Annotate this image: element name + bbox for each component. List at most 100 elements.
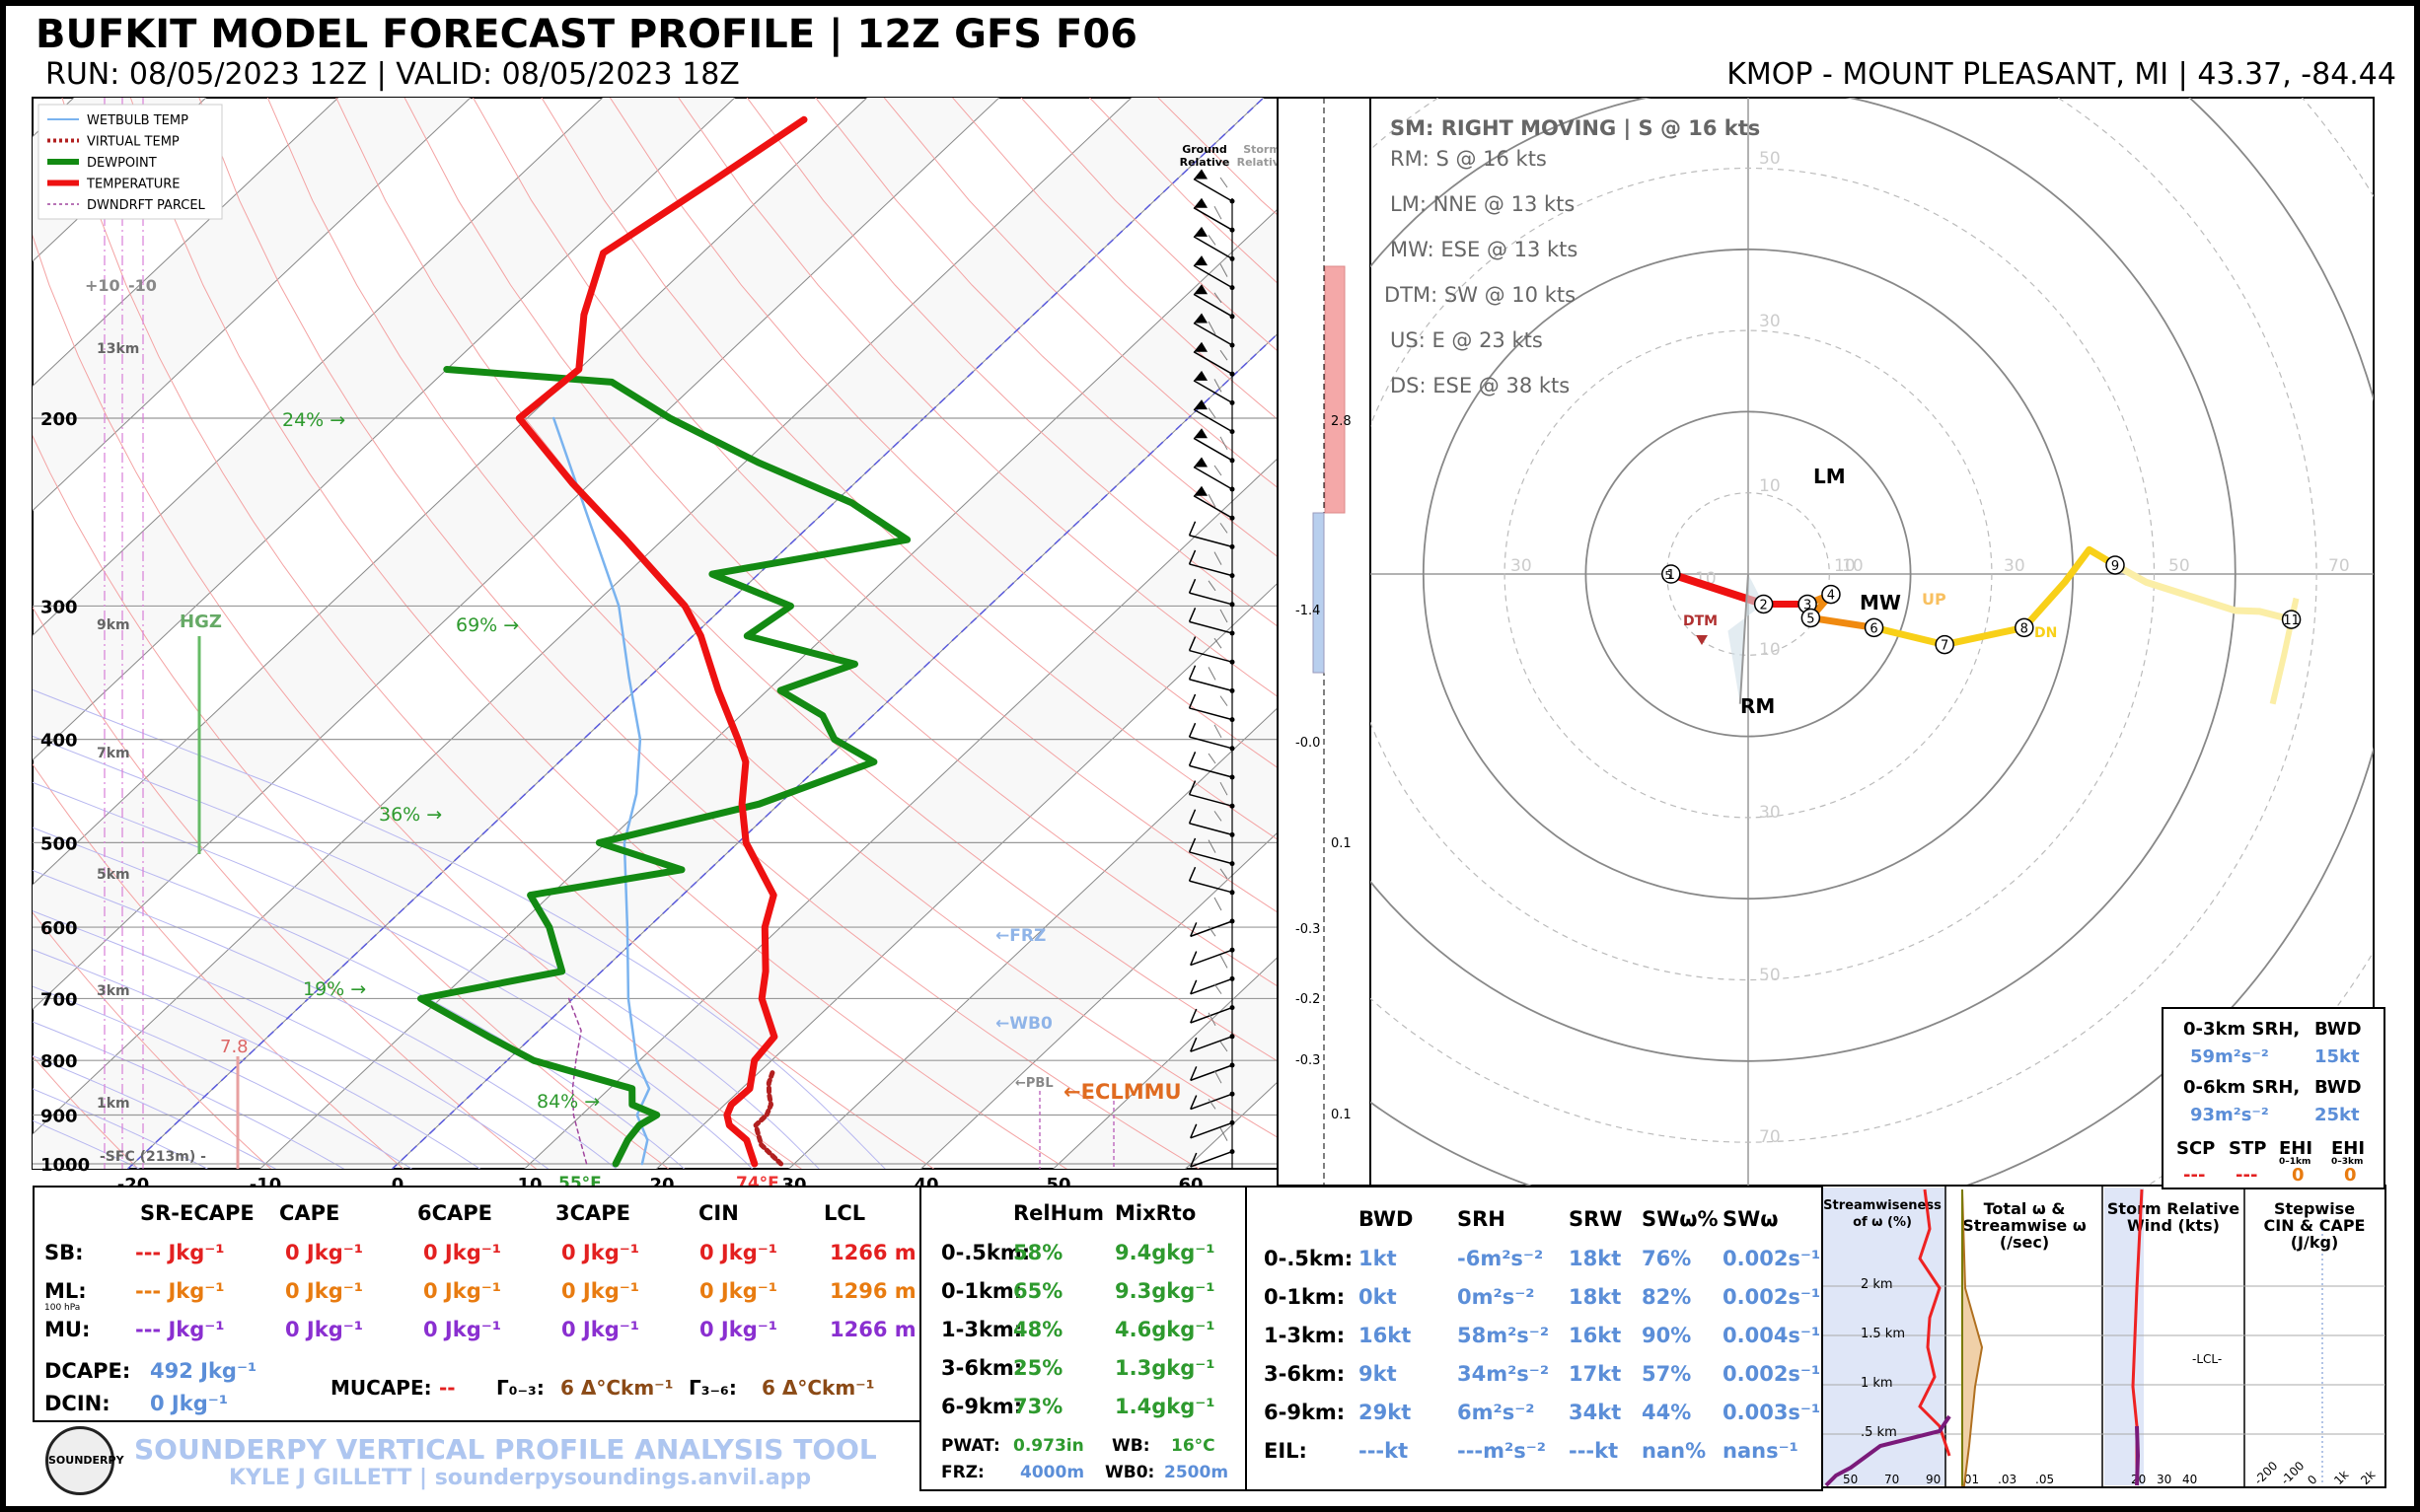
ground-relative-label: Relative (1180, 156, 1230, 169)
kin-value: ---kt (1569, 1439, 1619, 1463)
lapse-value: 7.8 (220, 1037, 249, 1057)
moist-mr: 9.4gkg⁻¹ (1115, 1241, 1215, 1264)
sw-purple-line (1824, 1414, 1951, 1487)
zero-isotherm (391, 322, 1289, 1169)
hodo-point-label: 5 (1806, 612, 1814, 626)
hodo-axis-label: 30 (1759, 312, 1781, 331)
hodo-axis-label: 50 (1759, 966, 1781, 985)
hodo-point-label: 8 (2020, 621, 2028, 636)
hodo-ring (1370, 168, 2155, 980)
sw-xtick: 90 (1926, 1473, 1941, 1486)
dry-adiabat (61, 98, 935, 1169)
kin-value: ---kt (1358, 1439, 1409, 1463)
pressure-tick: 400 (40, 731, 78, 752)
barb-flag (1194, 284, 1209, 295)
moist-label: 0-.5km: (941, 1241, 1031, 1264)
legend-entry: VIRTUAL TEMP (87, 135, 180, 150)
dry-adiabat (266, 98, 1289, 1145)
pressure-tick: 900 (40, 1107, 78, 1127)
barb-staff (1193, 293, 1233, 318)
kin-value: 58m²s⁻² (1457, 1324, 1550, 1347)
dry-adiabat (33, 911, 272, 1169)
barb-staff (1189, 880, 1233, 894)
moist-mr: 1.4gkg⁻¹ (1115, 1395, 1215, 1418)
hgz-label: HGZ (180, 612, 222, 632)
dry-adiabat (198, 98, 1201, 1169)
isotherm (33, 98, 339, 388)
omega-label: -0.2 (1295, 992, 1320, 1007)
srh-03-value: 59m²s⁻² (2190, 1046, 2269, 1067)
frz-marker: ←FRZ (995, 926, 1046, 946)
wb0-marker: ←WB0 (995, 1014, 1053, 1034)
omega-label: 0.1 (1331, 1108, 1352, 1122)
barb-feather (1188, 549, 1197, 565)
hodo-point-label: 7 (1941, 639, 1948, 654)
legend-entry: DEWPOINT (87, 156, 157, 171)
height-label: 7km (97, 746, 130, 761)
isotherm-band (33, 98, 1264, 1169)
moist-label: 3-6km: (941, 1356, 1023, 1380)
hodo-point-label: 6 (1870, 621, 1877, 636)
hodo-axis-label: 30 (2004, 556, 2025, 576)
height-label: 3km (97, 983, 130, 999)
dry-adiabat (33, 606, 538, 1169)
sw-xtick: .05 (2035, 1473, 2054, 1486)
barb-staff (1189, 851, 1233, 865)
parcel-label: SB: (44, 1241, 84, 1264)
sw-panel-title: (/sec) (2000, 1233, 2049, 1252)
parcel-value: 0 Jkg⁻¹ (561, 1318, 640, 1341)
dcin-value: 0 Jkg⁻¹ (150, 1392, 229, 1415)
dry-adiabat (33, 762, 404, 1169)
sw-xtick: 70 (1884, 1473, 1899, 1486)
barb-staff (1193, 495, 1233, 519)
moist-mr: 1.3gkg⁻¹ (1115, 1356, 1215, 1380)
sw-panel-title: Total ω & (1984, 1199, 2066, 1218)
hodo-point-label: 11 (2283, 613, 2300, 628)
lapse-36-value: 6 Δ°Ckm⁻¹ (762, 1376, 875, 1400)
hodo-point (2105, 555, 2125, 575)
barb-staff (1193, 351, 1233, 375)
moist-rh: 73% (1013, 1395, 1063, 1418)
pressure-tick: 800 (40, 1051, 78, 1072)
downdraft-parcel-line (567, 997, 588, 1165)
dry-adiabat (33, 234, 802, 1169)
barb-shadow (1208, 235, 1216, 246)
height-label: 1km (97, 1096, 130, 1112)
us-motion: US: E @ 23 kts (1390, 328, 1543, 352)
moist-label: 6-9km: (941, 1395, 1023, 1418)
pressure-tick: 500 (40, 833, 78, 854)
hodo-segment-9km-plus (2113, 561, 2293, 623)
parcel-value: 1266 m (830, 1318, 917, 1341)
kin-value: 9kt (1358, 1362, 1397, 1386)
hdr-cape: CAPE (279, 1201, 340, 1225)
storm-relative-label: Relative (1237, 156, 1287, 169)
omega-label: 0.1 (1331, 836, 1352, 851)
isotherm (1052, 945, 1289, 1169)
isotherm (655, 571, 1289, 1169)
parcel-value: 0 Jkg⁻¹ (285, 1241, 364, 1264)
parcel-value: --- Jkg⁻¹ (135, 1318, 225, 1341)
kin-value: 82% (1642, 1285, 1692, 1309)
barb-staff (1190, 1121, 1233, 1139)
barb-staff (1190, 1006, 1233, 1024)
sw-xtick: 30 (2157, 1473, 2171, 1486)
barb-staff (1189, 620, 1233, 634)
dn-label: DN (2034, 625, 2057, 641)
kin-value: 29kt (1358, 1401, 1412, 1424)
hdr-mixrto: MixRto (1115, 1201, 1197, 1225)
omega-label: -0.0 (1295, 736, 1320, 751)
moist-mr: 9.3gkg⁻¹ (1115, 1279, 1215, 1303)
kin-value: 90% (1642, 1324, 1692, 1347)
isotherm (33, 98, 472, 512)
kin-value: 1kt (1358, 1247, 1397, 1270)
bwd-06-value: 25kt (2314, 1105, 2360, 1125)
parcel-value: 0 Jkg⁻¹ (561, 1241, 640, 1264)
barb-shadow (1208, 1099, 1216, 1110)
dry-adiabat (746, 98, 1289, 636)
barb-feather (1190, 951, 1198, 966)
lm-label: LM (1813, 465, 1846, 488)
sw-panel-title: Streamwise ω (1962, 1216, 2087, 1235)
barb-shadow (1219, 1127, 1228, 1141)
barb-shadow (1213, 379, 1222, 393)
barb-shadow (1208, 493, 1216, 508)
